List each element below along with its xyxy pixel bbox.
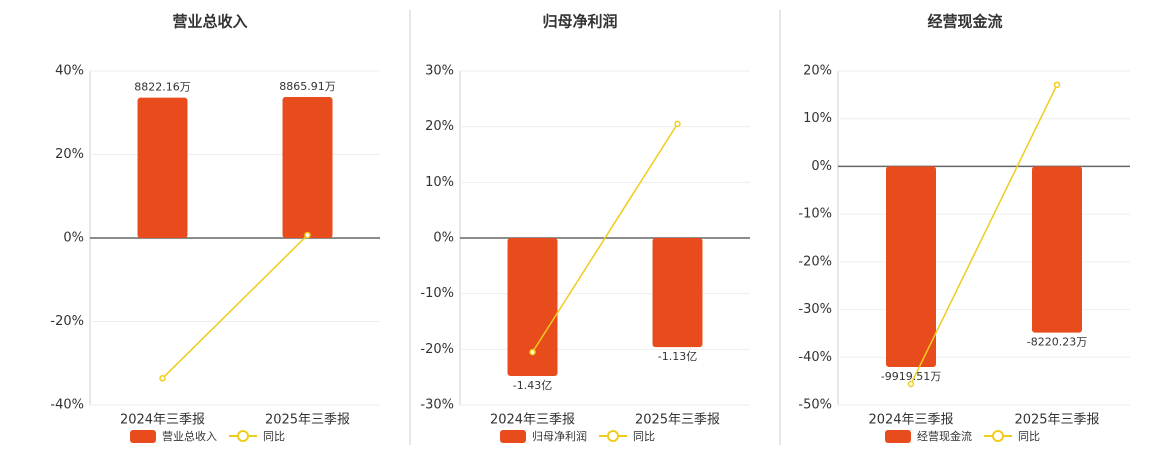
- legend-label: 同比: [263, 430, 285, 443]
- chart-title: 营业总收入: [172, 13, 247, 31]
- y-tick-label: 10%: [425, 175, 454, 190]
- legend-label: 经营现金流: [917, 429, 972, 443]
- line: [161, 234, 309, 379]
- x-tick-label: 2024年三季报: [868, 413, 953, 428]
- y-tick-label: 20%: [55, 147, 84, 162]
- legend-label: 同比: [1018, 430, 1040, 443]
- y-tick-label: 30%: [425, 64, 454, 79]
- legend-label: 归母净利润: [532, 429, 587, 443]
- legend-marker: [607, 430, 619, 442]
- y-tick-label: -10%: [798, 207, 832, 222]
- chart-title: 归母净利润: [542, 13, 617, 31]
- value-label: 8865.91万: [279, 80, 336, 93]
- bar: [652, 238, 703, 348]
- point: [159, 375, 166, 382]
- y-tick-label: 0%: [433, 231, 454, 246]
- y-tick-label: -40%: [50, 398, 84, 413]
- line: [531, 123, 679, 353]
- bar: [507, 238, 558, 377]
- y-tick-label: -40%: [798, 350, 832, 365]
- y-tick-label: 40%: [55, 64, 84, 79]
- y-tick-label: -50%: [798, 398, 832, 413]
- line: [910, 84, 1058, 385]
- y-tick-label: -30%: [420, 398, 454, 413]
- legend-swatch: [130, 430, 156, 443]
- y-tick-label: -30%: [798, 302, 832, 317]
- x-tick-label: 2025年三季报: [1014, 413, 1099, 428]
- y-tick-label: 0%: [63, 231, 84, 246]
- legend-swatch: [885, 430, 911, 443]
- value-label: -1.13亿: [658, 350, 697, 363]
- point: [674, 120, 681, 128]
- y-tick-label: -20%: [420, 342, 454, 357]
- y-tick-label: -20%: [50, 314, 84, 329]
- legend-marker: [992, 430, 1004, 442]
- point: [529, 348, 536, 356]
- value-label: -1.43亿: [513, 379, 552, 392]
- legend-marker: [237, 430, 249, 442]
- value-label: -8220.23万: [1027, 336, 1087, 349]
- legend-swatch: [500, 430, 526, 443]
- x-tick-label: 2024年三季报: [490, 413, 575, 428]
- point: [907, 380, 915, 388]
- bar: [282, 96, 333, 239]
- y-tick-label: 0%: [811, 159, 832, 174]
- legend-label: 营业总收入: [162, 429, 217, 443]
- bar: [137, 97, 188, 239]
- point: [304, 231, 311, 239]
- bar: [886, 166, 936, 367]
- x-tick-label: 2024年三季报: [120, 413, 205, 428]
- value-label: -9919.51万: [881, 370, 941, 383]
- x-tick-label: 2025年三季报: [635, 413, 720, 428]
- x-tick-label: 2025年三季报: [265, 413, 350, 428]
- y-tick-label: 10%: [803, 111, 832, 126]
- bar: [1032, 166, 1082, 333]
- legend-label: 同比: [633, 430, 655, 443]
- value-label: 8822.16万: [134, 81, 191, 94]
- point: [1053, 81, 1061, 89]
- y-tick-label: -10%: [420, 286, 454, 301]
- y-tick-label: -20%: [798, 254, 832, 269]
- chart-title: 经营现金流: [927, 13, 1002, 31]
- y-tick-label: 20%: [425, 119, 454, 134]
- y-tick-label: 20%: [803, 64, 832, 79]
